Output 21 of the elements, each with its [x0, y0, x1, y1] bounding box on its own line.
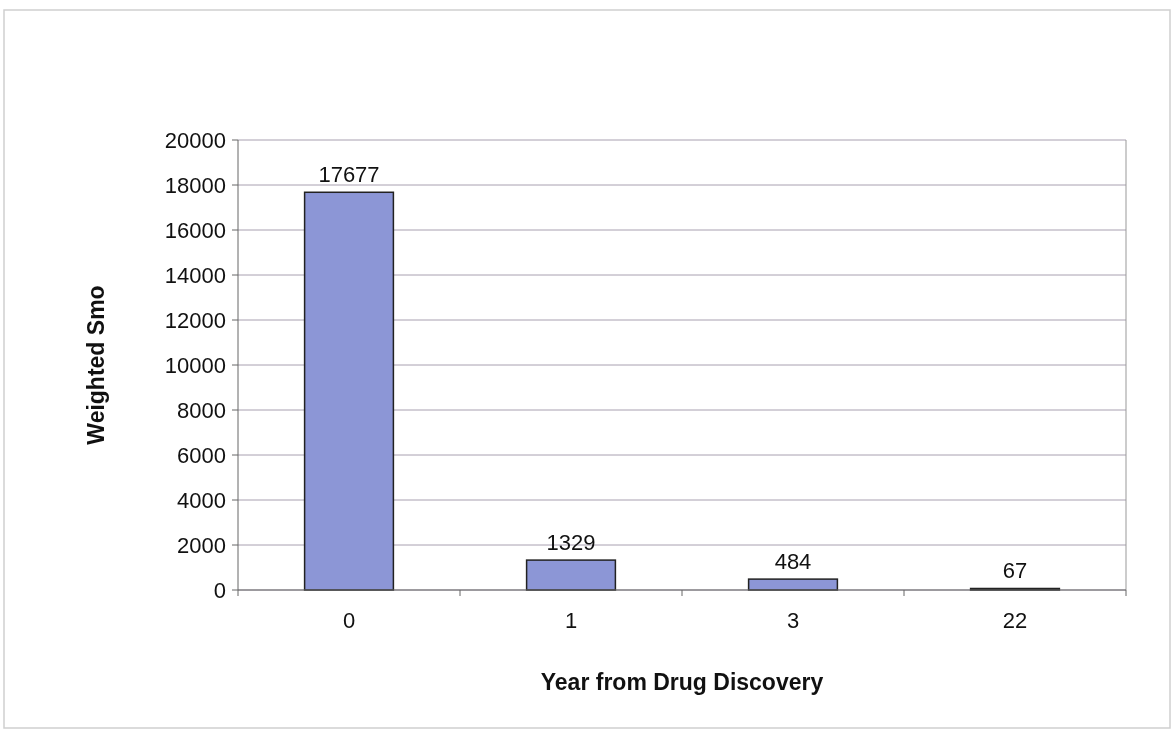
- x-tick-label: 3: [786, 608, 800, 633]
- y-tick-label: 20000: [164, 127, 226, 153]
- y-tick-label: 4000: [177, 487, 226, 513]
- y-axis-title: Weighted Smo: [83, 285, 109, 445]
- data-label: 67: [1002, 558, 1028, 584]
- data-label: 484: [774, 549, 812, 575]
- y-tick-label: 6000: [177, 442, 226, 468]
- data-label: 1329: [546, 530, 596, 556]
- y-tick-label: 2000: [177, 532, 226, 558]
- y-tick-label: 12000: [164, 307, 226, 333]
- x-tick-label: 22: [1002, 608, 1028, 633]
- y-tick-label: 10000: [164, 352, 226, 378]
- y-tick-label: 14000: [164, 262, 226, 288]
- data-label: 17677: [318, 162, 380, 188]
- x-axis-title: Year from Drug Discovery: [540, 669, 824, 695]
- x-tick-label: 1: [564, 608, 578, 633]
- x-tick-label: 0: [342, 608, 356, 633]
- y-tick-label: 16000: [164, 217, 226, 243]
- y-tick-label: 18000: [164, 172, 226, 198]
- y-tick-label: 0: [213, 577, 226, 603]
- y-tick-label: 8000: [177, 397, 226, 423]
